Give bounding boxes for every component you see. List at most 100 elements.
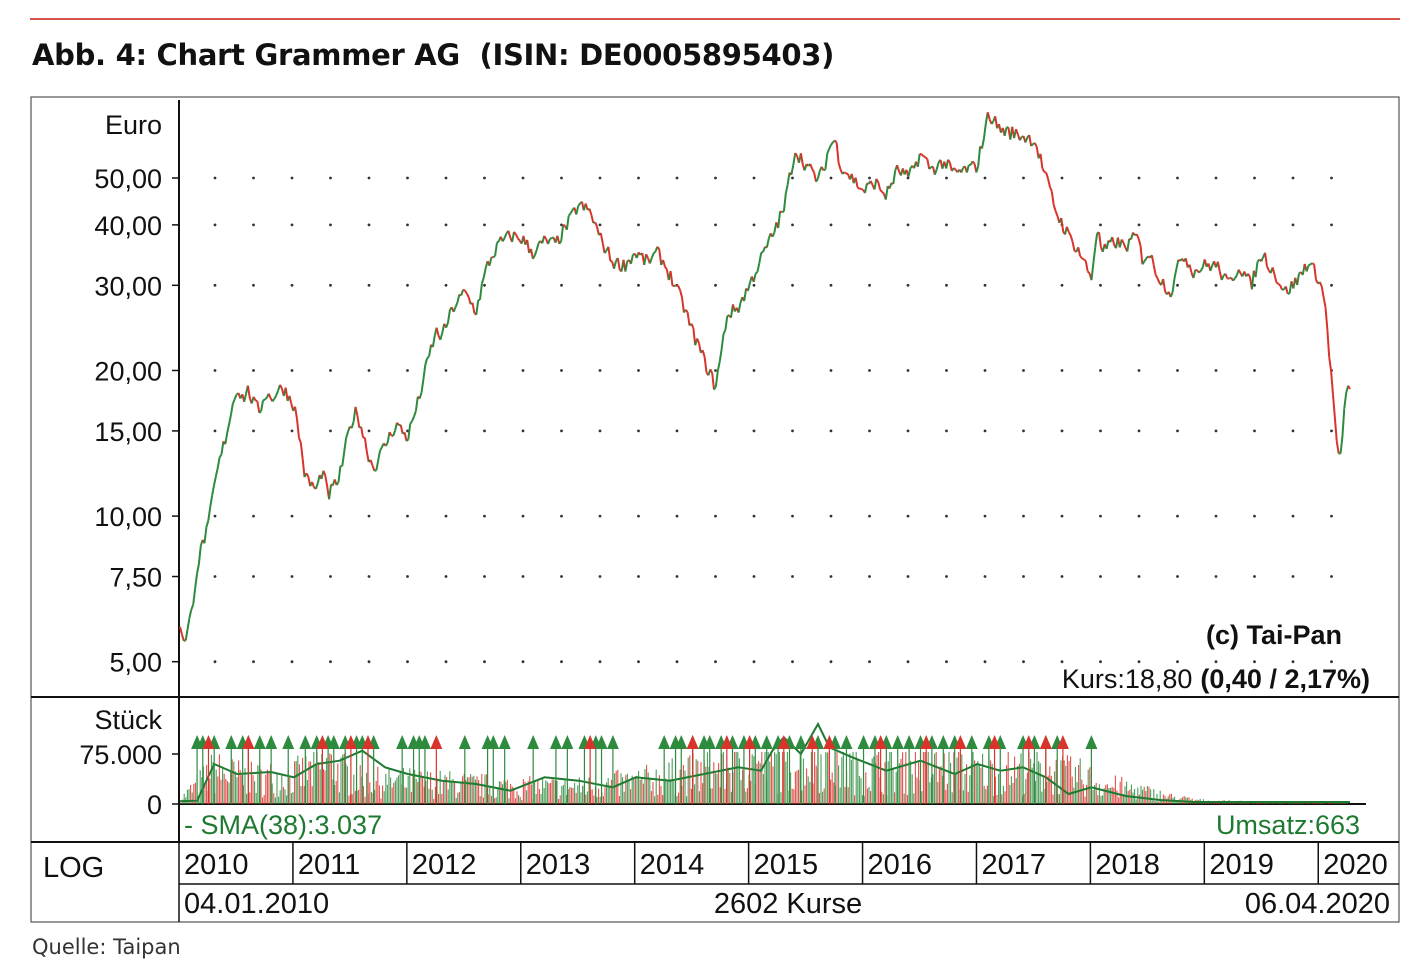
price-segment bbox=[533, 249, 538, 256]
price-segment bbox=[677, 285, 682, 291]
grid-dot bbox=[1176, 429, 1179, 433]
buy-signal-marker bbox=[903, 735, 916, 749]
signal-markers bbox=[191, 735, 1098, 804]
grid-dot bbox=[483, 575, 486, 578]
grid-dot bbox=[1291, 176, 1295, 180]
price-segment bbox=[1049, 186, 1053, 192]
grid-dot bbox=[213, 514, 217, 518]
kurs-value: Kurs:18,80 bbox=[1062, 664, 1193, 694]
grid-dot bbox=[868, 223, 871, 227]
price-segment bbox=[565, 215, 570, 230]
price-segment bbox=[413, 410, 417, 418]
grid-dot bbox=[829, 575, 833, 578]
price-segment bbox=[1224, 273, 1229, 279]
grid-dot bbox=[444, 660, 448, 664]
price-segment bbox=[713, 385, 717, 391]
price-segment bbox=[1195, 268, 1198, 272]
price-segment bbox=[1015, 128, 1019, 135]
price-segment bbox=[610, 259, 613, 263]
grid-dot bbox=[598, 176, 602, 180]
grid-dot bbox=[1214, 429, 1218, 433]
price-segment bbox=[714, 370, 719, 387]
grid-dot bbox=[868, 660, 871, 664]
grid-dot bbox=[367, 575, 371, 578]
price-segment bbox=[860, 188, 864, 191]
grid-dot bbox=[598, 429, 602, 433]
price-segment bbox=[496, 240, 500, 244]
grid-dot bbox=[1291, 223, 1295, 227]
grid-dot bbox=[367, 176, 371, 180]
price-segment bbox=[1098, 232, 1102, 248]
grid-dot bbox=[329, 369, 332, 372]
price-segment bbox=[1067, 231, 1072, 237]
price-segment bbox=[211, 485, 215, 496]
price-segment bbox=[703, 356, 708, 373]
grid-dot bbox=[1137, 514, 1141, 518]
grid-dot bbox=[637, 429, 640, 433]
grid-dot bbox=[1176, 223, 1179, 227]
price-segment bbox=[1324, 307, 1329, 331]
price-point bbox=[236, 386, 238, 388]
grid-dot bbox=[560, 660, 563, 664]
price-point bbox=[1239, 265, 1241, 267]
price-segment bbox=[953, 167, 957, 171]
grid-dot bbox=[675, 223, 679, 227]
price-segment bbox=[1137, 238, 1142, 246]
price-segment bbox=[264, 396, 268, 401]
grid-dot bbox=[1291, 575, 1295, 578]
price-segment bbox=[864, 183, 868, 194]
price-segment bbox=[835, 142, 840, 163]
grid-dot bbox=[444, 514, 448, 518]
price-segment bbox=[603, 249, 608, 254]
grid-dot bbox=[444, 575, 448, 578]
price-segment bbox=[977, 146, 982, 167]
price-point bbox=[1182, 252, 1184, 254]
grid-dot bbox=[1330, 429, 1333, 433]
grid-dot bbox=[1099, 514, 1102, 518]
grid-dot bbox=[1099, 283, 1102, 287]
price-segment bbox=[447, 309, 451, 323]
price-segment bbox=[650, 252, 655, 259]
grid-dot bbox=[675, 369, 679, 372]
grid-dot bbox=[1099, 176, 1102, 180]
grid-dot bbox=[945, 575, 948, 578]
price-tick-label: 40,00 bbox=[94, 211, 162, 241]
top-accent-rule bbox=[30, 18, 1400, 20]
grid-dot bbox=[1060, 283, 1064, 287]
price-segment bbox=[1035, 146, 1040, 159]
price-segment bbox=[679, 289, 683, 298]
grid-dot bbox=[1253, 429, 1256, 433]
price-segment bbox=[1074, 250, 1077, 253]
price-segment bbox=[439, 332, 444, 341]
price-segment bbox=[724, 315, 729, 331]
grid-dot bbox=[1099, 660, 1102, 664]
price-segment bbox=[1237, 269, 1242, 274]
buy-signal-marker bbox=[327, 735, 340, 749]
grid-dot bbox=[521, 514, 525, 518]
grid-dot bbox=[1099, 575, 1102, 578]
grid-dot bbox=[868, 575, 871, 578]
price-segment bbox=[1065, 226, 1070, 233]
price-point bbox=[322, 468, 324, 470]
grid-dot bbox=[945, 514, 948, 518]
price-segment bbox=[575, 205, 580, 215]
buy-signal-marker bbox=[299, 735, 312, 749]
price-segment bbox=[567, 212, 572, 217]
buy-signal-marker bbox=[675, 735, 688, 749]
price-segment bbox=[543, 235, 547, 240]
price-segment bbox=[784, 184, 789, 194]
price-segment bbox=[207, 507, 212, 521]
price-segment bbox=[1047, 178, 1051, 188]
price-segment bbox=[1030, 143, 1034, 147]
price-point bbox=[316, 490, 318, 492]
grid-dot bbox=[637, 369, 640, 372]
grid-dot bbox=[252, 223, 255, 227]
sell-signal-marker bbox=[430, 735, 443, 749]
price-segment bbox=[681, 297, 685, 313]
grid-dot bbox=[637, 514, 640, 518]
price-segment bbox=[218, 453, 223, 458]
price-segment bbox=[599, 232, 604, 244]
grid-dot bbox=[791, 514, 794, 518]
price-segment bbox=[662, 259, 666, 267]
grid-dot bbox=[752, 369, 756, 372]
